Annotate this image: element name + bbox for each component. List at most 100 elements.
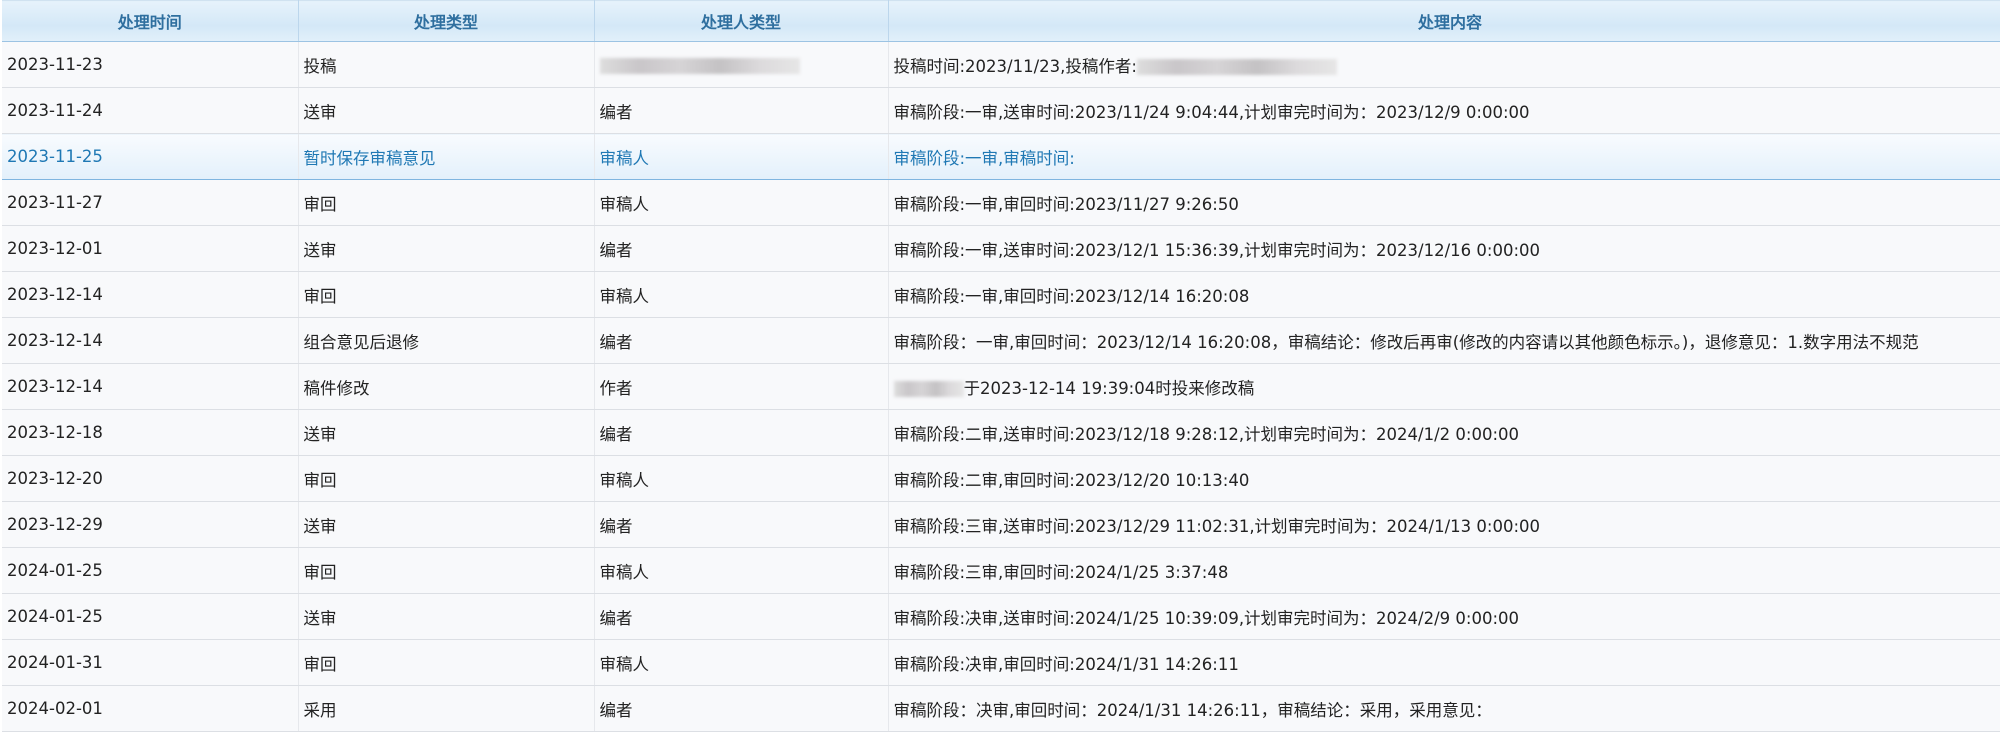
cell-time: 2023-12-01 bbox=[2, 225, 299, 272]
cell-type-text: 采用 bbox=[303, 700, 337, 720]
cell-content-text: 审稿阶段：决审,审回时间：2024/1/31 14:26:11，审稿结论：采用，… bbox=[893, 700, 1492, 720]
cell-content: 审稿阶段:一审,审回时间:2023/12/14 16:20:08 bbox=[888, 271, 2000, 318]
cell-time-text: 2023-12-18 bbox=[7, 423, 103, 442]
cell-type: 送审 bbox=[298, 409, 595, 456]
table-row[interactable]: 2023-12-14 组合意见后退修 编者 审稿阶段：一审,审回时间：2023/12/… bbox=[2, 317, 2000, 364]
header-actor-type[interactable]: 处理人类型 bbox=[594, 0, 889, 42]
cell-time: 2024-01-25 bbox=[2, 547, 299, 594]
cell-type-text: 送审 bbox=[303, 516, 337, 536]
cell-time: 2023-11-23 bbox=[2, 41, 299, 88]
cell-content-text: 审稿阶段:二审,送审时间:2023/12/18 9:28:12,计划审完时间为：… bbox=[893, 424, 1520, 444]
cell-time: 2023-12-29 bbox=[2, 501, 299, 548]
cell-type-text: 送审 bbox=[303, 240, 337, 260]
table-row[interactable]: 2023-12-20 审回 审稿人 审稿阶段:二审,审回时间:2023/12/20 1… bbox=[2, 455, 2000, 502]
cell-time-text: 2023-12-14 bbox=[7, 331, 103, 350]
table-row[interactable]: 2024-01-25 审回 审稿人 审稿阶段:三审,审回时间:2024/1/25 3:… bbox=[2, 547, 2000, 594]
table-row[interactable]: 2023-12-29 送审 编者 审稿阶段:三审,送审时间:2023/12/29 11… bbox=[2, 501, 2000, 548]
table-row[interactable]: 2023-12-01 送审 编者 审稿阶段:一审,送审时间:2023/12/1 15:… bbox=[2, 225, 2000, 272]
table-row[interactable]: 2024-01-25 送审 编者 审稿阶段:决审,送审时间:2024/1/25 10:… bbox=[2, 593, 2000, 640]
cell-type: 稿件修改 bbox=[298, 363, 595, 410]
cell-content-text: 审稿阶段:一审,送审时间:2023/12/1 15:36:39,计划审完时间为：… bbox=[893, 240, 1541, 260]
table-header-row: 处理时间 处理类型 处理人类型 处理内容 bbox=[2, 0, 2000, 42]
header-content[interactable]: 处理内容 bbox=[888, 0, 2000, 42]
redacted-text bbox=[1136, 59, 1337, 75]
cell-time-text: 2024-02-01 bbox=[7, 699, 103, 718]
cell-actor-text: 编者 bbox=[599, 240, 633, 260]
cell-time: 2024-02-01 bbox=[2, 685, 299, 732]
cell-time-text: 2023-11-24 bbox=[7, 101, 103, 120]
table-row[interactable]: 2023-11-23 投稿 投稿时间:2023/11/23,投稿作者: bbox=[2, 41, 2000, 88]
table-row[interactable]: 2023-12-18 送审 编者 审稿阶段:二审,送审时间:2023/12/18 9:… bbox=[2, 409, 2000, 456]
table-row[interactable]: 2024-02-01 采用 编者 审稿阶段：决审,审回时间：2024/1/31 14:… bbox=[2, 685, 2000, 732]
cell-content: 审稿阶段:二审,送审时间:2023/12/18 9:28:12,计划审完时间为：… bbox=[888, 409, 2000, 456]
table-row[interactable]: 2023-11-27 审回 审稿人 审稿阶段:一审,审回时间:2023/11/27 9… bbox=[2, 179, 2000, 226]
cell-type-text: 组合意见后退修 bbox=[303, 332, 420, 352]
header-type[interactable]: 处理类型 bbox=[298, 0, 595, 42]
redacted-text bbox=[893, 381, 964, 397]
cell-time-text: 2024-01-25 bbox=[7, 561, 103, 580]
cell-content-text: 于2023-12-14 19:39:04时投来修改稿 bbox=[963, 378, 1255, 398]
cell-time: 2024-01-25 bbox=[2, 593, 299, 640]
cell-type-text: 审回 bbox=[303, 562, 337, 582]
cell-content-text: 投稿时间:2023/11/23,投稿作者: bbox=[893, 56, 1137, 76]
cell-actor-text: 审稿人 bbox=[599, 562, 650, 582]
cell-type-text: 审回 bbox=[303, 470, 337, 490]
cell-type-text: 送审 bbox=[303, 102, 337, 122]
table-row[interactable]: 2023-11-25 暂时保存审稿意见 审稿人 审稿阶段:一审,审稿时间: bbox=[2, 133, 2000, 180]
cell-type-text: 投稿 bbox=[303, 56, 337, 76]
cell-time: 2023-11-25 bbox=[2, 133, 299, 180]
cell-actor-text: 审稿人 bbox=[599, 654, 650, 674]
table-row[interactable]: 2023-12-14 稿件修改 作者 于2023-12-14 19:39:04时投来修… bbox=[2, 363, 2000, 410]
table-row[interactable]: 2023-11-24 送审 编者 审稿阶段:一审,送审时间:2023/11/24 9:… bbox=[2, 87, 2000, 134]
cell-type: 送审 bbox=[298, 87, 595, 134]
cell-time-text: 2023-12-14 bbox=[7, 285, 103, 304]
cell-actor: 审稿人 bbox=[594, 547, 889, 594]
cell-type-text: 审回 bbox=[303, 286, 337, 306]
cell-time-text: 2023-11-25 bbox=[7, 147, 103, 166]
cell-actor: 审稿人 bbox=[594, 271, 889, 318]
cell-type: 组合意见后退修 bbox=[298, 317, 595, 364]
cell-type-text: 送审 bbox=[303, 424, 337, 444]
cell-actor-text: 审稿人 bbox=[599, 470, 650, 490]
cell-actor: 编者 bbox=[594, 685, 889, 732]
cell-content: 审稿阶段:一审,送审时间:2023/11/24 9:04:44,计划审完时间为：… bbox=[888, 87, 2000, 134]
cell-type: 采用 bbox=[298, 685, 595, 732]
cell-actor: 作者 bbox=[594, 363, 889, 410]
cell-content-text: 审稿阶段:决审,审回时间:2024/1/31 14:26:11 bbox=[893, 654, 1239, 674]
cell-content: 审稿阶段:一审,送审时间:2023/12/1 15:36:39,计划审完时间为：… bbox=[888, 225, 2000, 272]
cell-actor-text: 审稿人 bbox=[599, 148, 650, 168]
redacted-text bbox=[599, 57, 800, 74]
cell-content: 审稿阶段：决审,审回时间：2024/1/31 14:26:11，审稿结论：采用，… bbox=[888, 685, 2000, 732]
cell-type-text: 审回 bbox=[303, 654, 337, 674]
cell-actor-text: 编者 bbox=[599, 608, 633, 628]
cell-actor-text: 审稿人 bbox=[599, 194, 650, 214]
cell-time: 2023-11-27 bbox=[2, 179, 299, 226]
cell-actor: 编者 bbox=[594, 501, 889, 548]
cell-type: 审回 bbox=[298, 547, 595, 594]
table-row[interactable]: 2024-01-31 审回 审稿人 审稿阶段:决审,审回时间:2024/1/31 14… bbox=[2, 639, 2000, 686]
cell-time-text: 2024-01-31 bbox=[7, 653, 103, 672]
cell-type: 投稿 bbox=[298, 41, 595, 88]
cell-type: 送审 bbox=[298, 501, 595, 548]
cell-time: 2023-12-14 bbox=[2, 363, 299, 410]
cell-time: 2023-12-18 bbox=[2, 409, 299, 456]
cell-time-text: 2023-12-01 bbox=[7, 239, 103, 258]
cell-actor: 审稿人 bbox=[594, 455, 889, 502]
cell-actor: 编者 bbox=[594, 87, 889, 134]
cell-actor-text: 编者 bbox=[599, 424, 633, 444]
cell-actor-text: 审稿人 bbox=[599, 286, 650, 306]
cell-time-text: 2023-12-20 bbox=[7, 469, 103, 488]
cell-content-text: 审稿阶段:一审,审回时间:2023/11/27 9:26:50 bbox=[893, 194, 1239, 214]
cell-actor-text: 编者 bbox=[599, 700, 633, 720]
cell-type-text: 稿件修改 bbox=[303, 378, 370, 398]
cell-time-text: 2023-12-14 bbox=[7, 377, 103, 396]
cell-content: 审稿阶段:一审,审稿时间: bbox=[887, 133, 2000, 180]
cell-type-text: 暂时保存审稿意见 bbox=[303, 148, 436, 168]
cell-actor: 编者 bbox=[594, 317, 889, 364]
header-time[interactable]: 处理时间 bbox=[2, 0, 299, 42]
cell-type: 送审 bbox=[298, 225, 595, 272]
cell-content-text: 审稿阶段:决审,送审时间:2024/1/25 10:39:09,计划审完时间为：… bbox=[893, 608, 1520, 628]
table-row[interactable]: 2023-12-14 审回 审稿人 审稿阶段:一审,审回时间:2023/12/14 1… bbox=[2, 271, 2000, 318]
cell-type: 审回 bbox=[298, 639, 595, 686]
